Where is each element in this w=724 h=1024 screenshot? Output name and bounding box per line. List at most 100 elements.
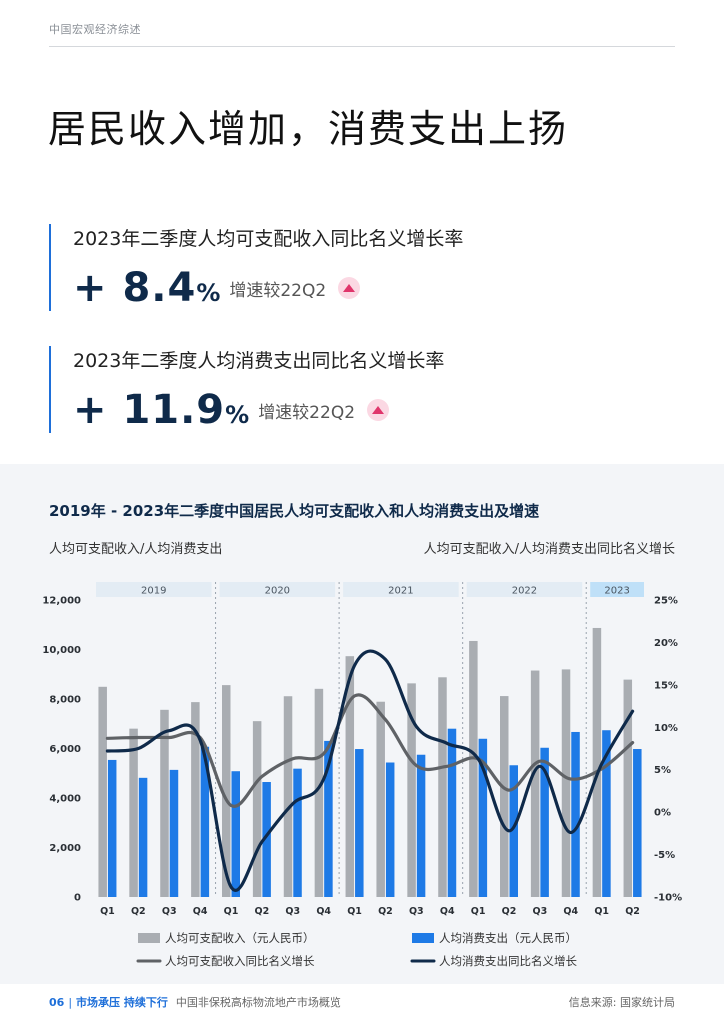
spending-bar <box>385 762 395 897</box>
year-band <box>219 582 336 597</box>
right-tick-label: 5% <box>654 765 671 776</box>
kpi-spending-value: + 11.9% <box>73 387 250 433</box>
income-bar <box>623 679 633 897</box>
year-band <box>466 582 583 597</box>
spending-bar <box>478 738 488 897</box>
kpi-spending-unit: % <box>225 401 251 429</box>
right-tick-label: 0% <box>654 808 671 819</box>
spending-bar <box>169 769 179 897</box>
year-band <box>590 582 644 597</box>
x-tick-label: Q3 <box>533 906 548 917</box>
income-bar <box>160 709 169 897</box>
header-divider <box>49 46 675 47</box>
spending-bar <box>138 777 148 897</box>
x-tick-label: Q1 <box>100 906 115 917</box>
income-bar <box>283 696 293 897</box>
left-tick-label: 12,000 <box>42 596 81 607</box>
right-axis-title: 人均可支配收入/人均消费支出同比名义增长 <box>423 542 675 557</box>
right-tick-label: -5% <box>654 850 675 861</box>
x-tick-label: Q1 <box>594 906 609 917</box>
left-tick-label: 4,000 <box>49 794 81 805</box>
income-bar <box>376 701 385 897</box>
legend-income-bar-swatch <box>138 933 160 943</box>
spending-bar <box>571 731 580 897</box>
x-tick-label: Q1 <box>347 906 362 917</box>
year-band <box>343 582 459 597</box>
year-label: 2020 <box>265 586 290 597</box>
kpi-spending-note: 增速较22Q2 <box>258 402 356 423</box>
left-tick-label: 2,000 <box>49 843 81 854</box>
x-tick-label: Q2 <box>131 906 146 917</box>
right-tick-label: 15% <box>654 680 678 691</box>
kpi-income-value: + 8.4% <box>73 265 221 311</box>
income-bar <box>222 685 231 897</box>
legend-income-bar-label: 人均可支配收入（元人民币） <box>165 931 315 945</box>
spending-bar <box>107 759 117 897</box>
spending-bar <box>324 740 333 897</box>
spending-bar <box>447 728 457 897</box>
income-bar <box>530 670 540 897</box>
footer: 06 | 市场承压 持续下行 中国非保税高标物流地产市场概览 <box>49 994 341 1010</box>
legend-spending-line-label: 人均消费支出同比名义增长 <box>439 954 577 968</box>
x-tick-label: Q1 <box>471 906 486 917</box>
right-tick-label: 25% <box>654 596 678 607</box>
kpi-income-number: + 8.4 <box>73 265 197 311</box>
income-bar <box>500 696 509 897</box>
left-tick-label: 10,000 <box>42 645 81 656</box>
page-title: 居民收入增加，消费支出上扬 <box>48 107 569 151</box>
legend-spending-bar-swatch <box>412 933 434 943</box>
year-label: 2022 <box>512 586 537 597</box>
income-bar <box>98 686 107 897</box>
year-label: 2019 <box>141 586 166 597</box>
income-bar <box>129 728 138 897</box>
income-bar <box>252 721 262 897</box>
x-tick-label: Q2 <box>378 906 393 917</box>
kpi-income: 2023年二季度人均可支配收入同比名义增长率 + 8.4% 增速较22Q2 <box>49 224 463 311</box>
kpi-spending: 2023年二季度人均消费支出同比名义增长率 + 11.9% 增速较22Q2 <box>49 346 444 433</box>
x-tick-label: Q2 <box>255 906 270 917</box>
x-tick-label: Q3 <box>285 906 300 917</box>
income-bar <box>191 702 200 897</box>
section-label: 中国宏观经济综述 <box>49 23 141 36</box>
income-bar <box>469 640 478 897</box>
spending-bar <box>416 754 426 897</box>
page-number: 06 <box>49 996 65 1009</box>
increase-arrow-icon <box>367 399 390 421</box>
left-axis-title: 人均可支配收入/人均消费支出 <box>49 542 223 557</box>
income-bar <box>407 683 416 897</box>
spending-bar <box>262 782 271 897</box>
right-tick-label: -10% <box>654 893 682 904</box>
x-tick-label: Q2 <box>625 906 640 917</box>
year-label: 2021 <box>388 586 413 597</box>
x-tick-label: Q3 <box>409 906 424 917</box>
spending-bar <box>633 749 642 897</box>
spending-bar <box>509 765 518 897</box>
kpi-income-note: 增速较22Q2 <box>229 280 327 301</box>
year-band <box>96 582 212 597</box>
kpi-income-label: 2023年二季度人均可支配收入同比名义增长率 <box>73 228 464 250</box>
x-tick-label: Q3 <box>162 906 177 917</box>
x-tick-label: Q4 <box>563 906 578 917</box>
spending-bar <box>200 746 210 897</box>
chart-panel <box>0 464 724 984</box>
right-tick-label: 10% <box>654 723 678 734</box>
spending-growth-line <box>105 649 635 892</box>
income-bar <box>314 688 324 897</box>
left-tick-label: 6,000 <box>49 744 81 755</box>
x-tick-label: Q2 <box>502 906 517 917</box>
income-bar <box>345 656 355 897</box>
chart-title: 2019年 - 2023年二季度中国居民人均可支配收入和人均消费支出及增速 <box>49 502 540 520</box>
chapter-name: 市场承压 持续下行 <box>76 996 168 1009</box>
right-tick-label: 20% <box>654 638 678 649</box>
income-bar <box>561 669 571 897</box>
left-tick-label: 0 <box>74 893 81 904</box>
kpi-spending-label: 2023年二季度人均消费支出同比名义增长率 <box>73 350 445 372</box>
legend-income-line-label: 人均可支配收入同比名义增长 <box>165 954 315 968</box>
report-title: 中国非保税高标物流地产市场概览 <box>175 996 341 1009</box>
kpi-spending-number: + 11.9 <box>73 387 226 433</box>
x-tick-label: Q4 <box>440 906 455 917</box>
income-spending-chart: 2019 2020 2021 2022 2023 0 2,000 4,000 6,000 8,00… <box>42 582 682 968</box>
legend-spending-bar-label: 人均消费支出（元人民币） <box>439 931 577 945</box>
x-tick-label: Q4 <box>193 906 208 917</box>
footer-separator: | <box>68 996 73 1009</box>
